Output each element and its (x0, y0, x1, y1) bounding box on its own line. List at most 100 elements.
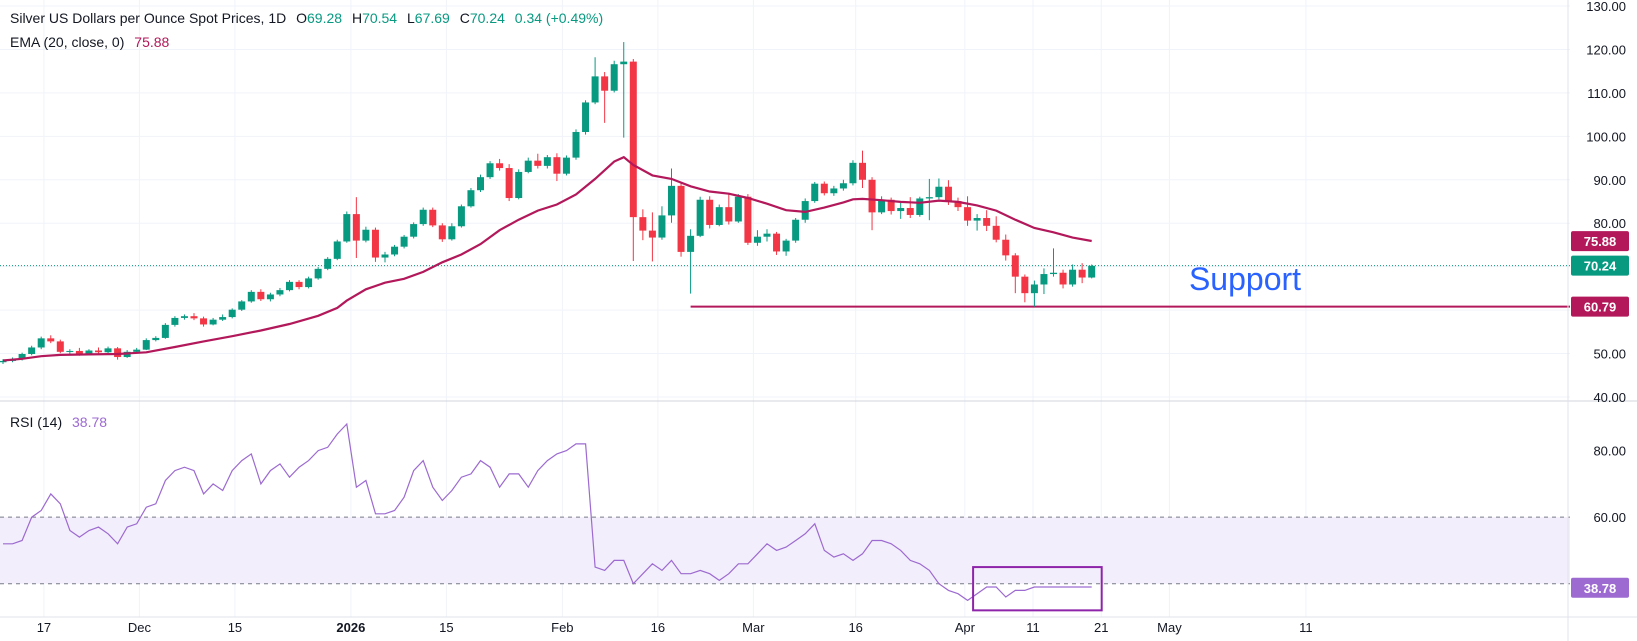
rsi-legend-value: 38.78 (72, 414, 108, 430)
price-tick-label: 120.00 (1586, 42, 1626, 57)
candle-body (524, 160, 532, 172)
candle-body (1011, 255, 1019, 277)
candle-body (266, 294, 274, 300)
time-axis-label: 21 (1094, 620, 1108, 635)
support-price-label: 60.79 (1584, 300, 1617, 315)
rsi-highlight-box (972, 566, 1103, 612)
candle-body (973, 218, 981, 221)
rsi-tick-label: 60.00 (1593, 510, 1626, 525)
price-tick-label: 130.00 (1586, 0, 1626, 14)
candle-body (668, 185, 675, 216)
candle-body (1059, 272, 1067, 285)
close-label: C (459, 10, 470, 26)
price-tick-label: 40.00 (1593, 390, 1626, 405)
low-label: L (407, 10, 415, 26)
candle-body (916, 198, 924, 215)
support-layer: Support (0, 261, 1570, 308)
candle-body (944, 186, 952, 202)
price-tick-label: 90.00 (1593, 173, 1626, 188)
candle-body (0, 360, 7, 363)
candle-body (658, 215, 666, 238)
candle-body (152, 337, 160, 341)
last-price-label: 70.24 (1584, 259, 1617, 274)
candle-body (591, 76, 599, 103)
candle-body (839, 183, 847, 189)
candle-body (209, 319, 217, 325)
candle-body (572, 131, 580, 158)
high-label: H (351, 10, 363, 26)
candle-body (438, 225, 446, 240)
candle-body (925, 197, 933, 199)
time-axis-label: Dec (128, 620, 152, 635)
candle-body (228, 309, 236, 318)
ema-price-label: 75.88 (1584, 234, 1617, 249)
candle-body (820, 183, 828, 194)
candle-body (180, 316, 188, 318)
candles-layer (0, 42, 1096, 364)
candle-body (677, 185, 685, 252)
rsi-tick-label: 80.00 (1593, 444, 1626, 459)
candle-body (190, 316, 198, 319)
last-price-label-bg (1571, 255, 1629, 276)
time-axis-label: 15 (439, 620, 453, 635)
ema-layer (2, 155, 1092, 362)
candle-body (314, 268, 322, 279)
open-label: O (296, 10, 307, 26)
candle-body (505, 168, 513, 199)
candle-body (219, 317, 227, 320)
time-axis-label: 2026 (336, 620, 365, 635)
price-tick-label: 50.00 (1593, 347, 1626, 362)
change-value: 0.34 (+0.49%) (514, 10, 604, 26)
support-price-label-bg (1571, 296, 1629, 317)
rsi-band-layer (0, 516, 1570, 585)
time-axis-label: 15 (228, 620, 242, 635)
candle-body (477, 177, 484, 191)
candle-body (410, 224, 418, 237)
candle-body (792, 219, 800, 241)
price-legend: Silver US Dollars per Ounce Spot Prices,… (10, 10, 609, 26)
candle-body (429, 209, 437, 226)
candle-body (200, 318, 208, 325)
time-axis-label: Apr (955, 620, 976, 635)
candle-body (725, 207, 733, 222)
candle-body (715, 207, 723, 225)
candle-body (696, 199, 704, 236)
candle-body (868, 179, 876, 213)
candle-body (457, 206, 465, 227)
time-axis-label: 16 (848, 620, 862, 635)
candle-body (486, 163, 494, 178)
candle-body (811, 183, 819, 202)
candle-body (104, 348, 112, 353)
candle-body (37, 338, 45, 348)
candle-body (75, 350, 83, 354)
candle-body (28, 347, 36, 354)
candle-body (257, 291, 265, 300)
rsi-legend: RSI (14) 38.78 (10, 414, 113, 430)
ema-price-label-bg (1571, 231, 1629, 252)
candle-body (161, 324, 169, 338)
candle-body (687, 235, 695, 252)
ema-line (2, 155, 1092, 362)
candle-body (734, 196, 742, 222)
candle-body (648, 230, 656, 238)
candle-body (801, 201, 809, 220)
candle-body (878, 199, 886, 213)
rsi-value-label: 38.78 (1584, 581, 1617, 596)
candle-body (601, 76, 609, 91)
candle-body (324, 258, 332, 269)
candle-body (362, 229, 370, 241)
time-axis-label: 11 (1299, 620, 1313, 635)
candle-body (562, 157, 570, 174)
candle-body (286, 281, 293, 291)
candle-body (763, 233, 771, 237)
candle-body (773, 233, 781, 252)
candle-body (171, 317, 179, 325)
candle-body (1078, 269, 1086, 278)
candle-body (992, 225, 1000, 240)
candle-body (1050, 272, 1057, 275)
rsi-layer (3, 422, 1103, 612)
candle-body (935, 186, 943, 198)
candle-body (1069, 269, 1077, 285)
ema-legend: EMA (20, close, 0) 75.88 (10, 34, 175, 50)
candle-body (983, 218, 991, 226)
